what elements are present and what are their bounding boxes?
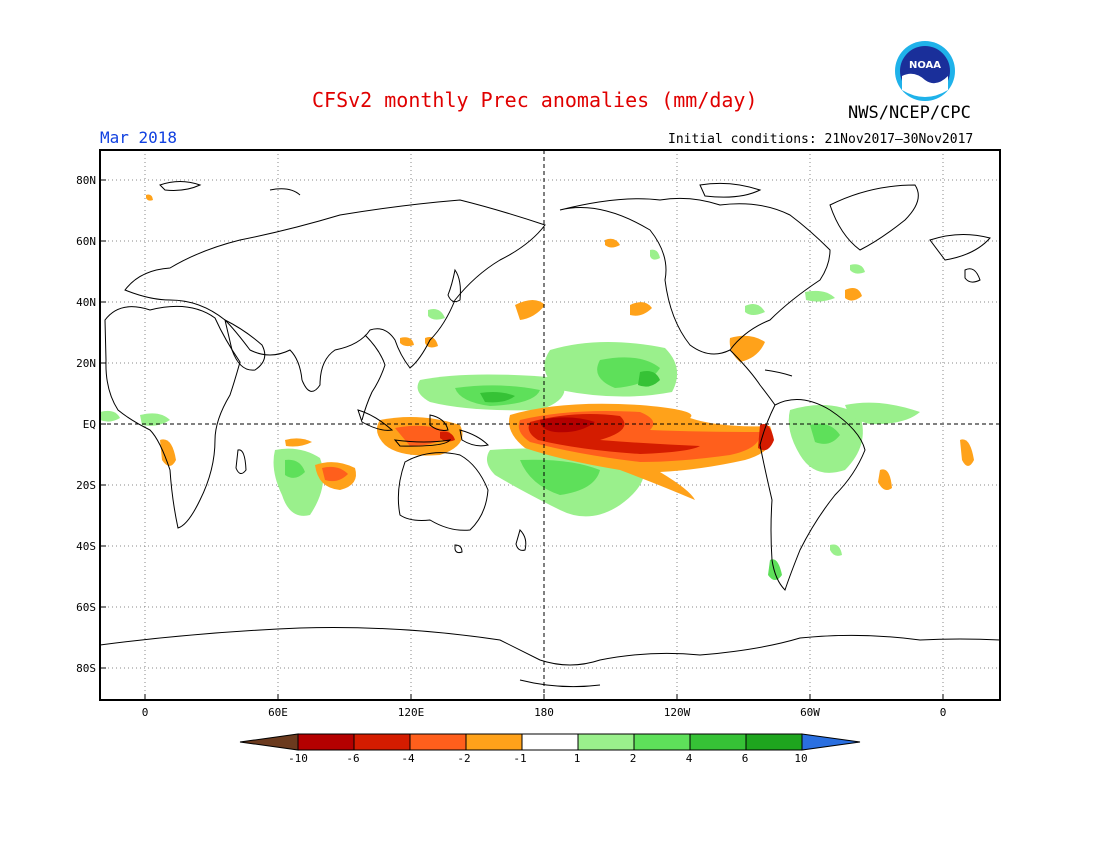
valid-month-label: Mar 2018	[100, 128, 178, 147]
colorbar-swatch	[353, 733, 411, 751]
colorbar-swatch	[577, 733, 635, 751]
lon-label-120e: 120E	[397, 706, 425, 719]
colorbar-label-neg4: -4	[401, 752, 415, 765]
lat-label-20s: 20S	[76, 479, 96, 492]
colorbar-swatch	[409, 733, 467, 751]
colorbar-label-2: 2	[629, 752, 637, 765]
lon-label-0: 0	[141, 706, 149, 719]
colorbar-arrow-high	[801, 733, 861, 751]
lon-label-180: 180	[534, 706, 554, 719]
colorbar-label-1: 1	[573, 752, 581, 765]
colorbar-label-10: 10	[794, 752, 808, 765]
map-frame	[99, 149, 1001, 701]
colorbar-swatch	[521, 733, 579, 751]
coastlines	[99, 181, 1001, 688]
lat-label-80s: 80S	[76, 662, 96, 675]
positive-anomaly-areas	[100, 249, 920, 580]
colorbar-label-neg6: -6	[346, 752, 360, 765]
colorbar-swatch	[745, 733, 803, 751]
colorbar-label-neg1: -1	[513, 752, 527, 765]
colorbar	[239, 733, 861, 751]
lat-label-60s: 60S	[76, 601, 96, 614]
lon-label-120w: 120W	[663, 706, 691, 719]
lon-label-0-right: 0	[939, 706, 947, 719]
lat-label-40n: 40N	[76, 296, 96, 309]
lat-label-60n: 60N	[76, 235, 96, 248]
lat-label-eq: EQ	[82, 418, 96, 431]
colorbar-arrow-low	[239, 733, 299, 751]
colorbar-label-4: 4	[685, 752, 693, 765]
colorbar-swatch	[689, 733, 747, 751]
lon-label-60e: 60E	[268, 706, 288, 719]
lat-label-40s: 40S	[76, 540, 96, 553]
colorbar-swatch	[465, 733, 523, 751]
lat-label-80n: 80N	[76, 174, 96, 187]
negative-anomaly-areas	[146, 194, 974, 500]
colorbar-swatch	[297, 733, 355, 751]
lon-label-60w: 60W	[800, 706, 820, 719]
colorbar-label-neg10: -10	[288, 752, 308, 765]
map-gridlines	[100, 150, 1000, 700]
noaa-logo-icon: NOAA	[895, 41, 955, 101]
lat-label-20n: 20N	[76, 357, 96, 370]
agency-label: NWS/NCEP/CPC	[848, 103, 971, 123]
map-title: CFSv2 monthly Prec anomalies (mm/day)	[312, 88, 758, 112]
colorbar-label-6: 6	[741, 752, 749, 765]
colorbar-label-neg2: -2	[457, 752, 471, 765]
initial-conditions-label: Initial conditions: 21Nov2017—30Nov2017	[668, 132, 974, 147]
axis-ticks	[100, 179, 944, 700]
colorbar-swatch	[633, 733, 691, 751]
svg-text:NOAA: NOAA	[909, 60, 941, 71]
